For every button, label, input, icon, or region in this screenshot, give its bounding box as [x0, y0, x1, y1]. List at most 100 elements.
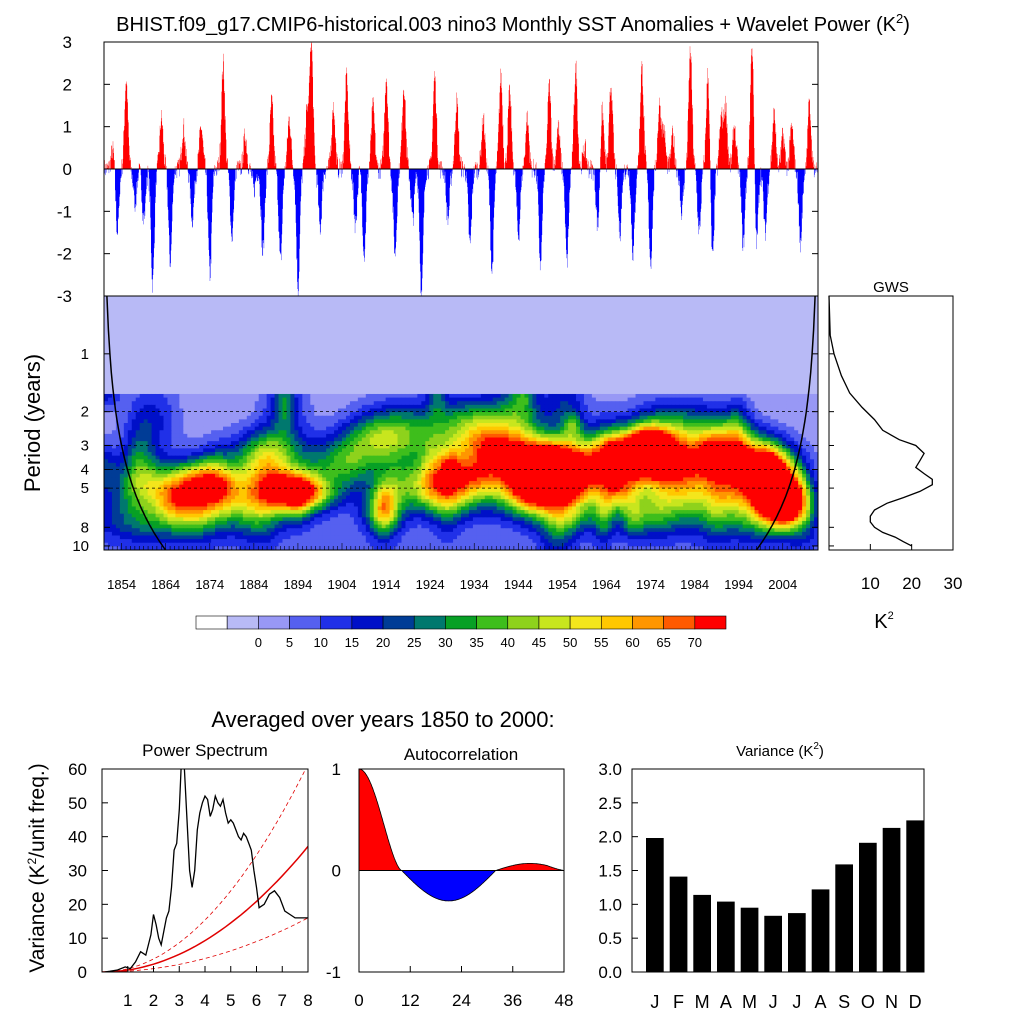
wavelet-cell — [572, 441, 577, 446]
wavelet-cell — [421, 441, 426, 446]
wavelet-cell — [393, 477, 398, 482]
wavelet-cell — [167, 401, 172, 406]
wavelet-cell — [163, 404, 168, 409]
wavelet-cell — [556, 397, 561, 402]
wavelet-cell — [786, 459, 791, 464]
wavelet-cell — [520, 477, 525, 482]
wavelet-cell — [516, 470, 521, 475]
wavelet-cell — [262, 459, 268, 464]
wavelet-cell — [627, 412, 632, 417]
wavelet-cell — [595, 401, 601, 406]
wavelet-cell — [338, 481, 343, 486]
wavelet-cell — [540, 415, 545, 420]
wavelet-cell — [643, 423, 648, 428]
wavelet-cell — [738, 444, 744, 449]
wavelet-cell — [762, 459, 767, 464]
wavelet-cell — [524, 437, 529, 442]
wavelet-cell — [762, 426, 767, 431]
wavelet-cell — [706, 452, 712, 457]
wavelet-cell — [453, 470, 458, 475]
wavelet-cell — [413, 441, 418, 446]
wavelet-cell — [683, 393, 688, 398]
wavelet-cell — [183, 477, 188, 482]
wavelet-cell — [127, 430, 133, 435]
wavelet-cell — [504, 423, 509, 428]
wavelet-cell — [706, 433, 712, 438]
wavelet-cell — [457, 397, 462, 402]
wavelet-cell — [389, 433, 394, 438]
wavelet-cell — [564, 426, 569, 431]
wavelet-cell — [230, 484, 236, 489]
wavelet-cell — [191, 462, 196, 467]
wavelet-cell — [433, 444, 438, 449]
wavelet-cell — [778, 437, 783, 442]
wavelet-cell — [254, 473, 260, 478]
wavelet-cell — [524, 433, 529, 438]
wavelet-cell — [266, 423, 271, 428]
wavelet-cell — [338, 462, 343, 467]
wavelet-cell — [322, 433, 327, 438]
wavelet-cell — [111, 408, 117, 413]
wavelet-cell — [508, 473, 513, 478]
wavelet-cell — [230, 455, 236, 460]
wavelet-cell — [611, 423, 617, 428]
wavelet-cell — [413, 477, 418, 482]
wavelet-cell — [211, 459, 216, 464]
wavelet-cell — [183, 455, 188, 460]
wavelet-cell — [774, 477, 779, 482]
wavelet-cell — [504, 452, 509, 457]
wavelet-cell — [496, 491, 502, 496]
wavelet-cell — [135, 484, 141, 489]
wavelet-cell — [135, 477, 141, 482]
wavelet-cell — [524, 473, 529, 478]
wavelet-cell — [774, 419, 779, 424]
wavelet-cell — [814, 481, 818, 486]
wavelet-cell — [461, 448, 466, 453]
wavelet-cell — [338, 477, 343, 482]
wavelet-cell — [266, 426, 271, 431]
wavelet-cell — [778, 423, 783, 428]
wavelet-cell — [635, 444, 640, 449]
wavelet-cell — [762, 397, 767, 402]
wavelet-cell — [457, 412, 462, 417]
wavelet-cell — [651, 426, 656, 431]
wavelet-cell — [365, 473, 371, 478]
wavelet-cell — [631, 452, 636, 457]
wavelet-cell — [564, 433, 569, 438]
wavelet-cell — [131, 433, 137, 438]
wavelet-cell — [568, 459, 573, 464]
wavelet-cell — [393, 423, 398, 428]
wavelet-cell — [647, 419, 652, 424]
wavelet-cell — [500, 470, 506, 475]
wavelet-cell — [199, 491, 204, 496]
wavelet-cell — [318, 488, 323, 493]
wavelet-cell — [246, 444, 252, 449]
wavelet-cell — [496, 481, 502, 486]
wavelet-cell — [357, 455, 363, 460]
wavelet-cell — [294, 419, 299, 424]
wavelet-cell — [611, 404, 617, 409]
wavelet-cell — [750, 477, 755, 482]
wavelet-cell — [587, 430, 593, 435]
wavelet-cell — [476, 444, 482, 449]
wavelet-cell — [659, 473, 664, 478]
wavelet-cell — [746, 462, 751, 467]
wavelet-cell — [667, 404, 672, 409]
wavelet-cell — [334, 404, 339, 409]
wavelet-cell — [338, 419, 343, 424]
wavelet-cell — [187, 433, 192, 438]
wavelet-cell — [397, 404, 402, 409]
wavelet-cell — [461, 433, 466, 438]
wavelet-cell — [250, 441, 256, 446]
wavelet-cell — [159, 393, 164, 398]
wavelet-cell — [476, 397, 482, 402]
wavelet-cell — [353, 437, 359, 442]
wavelet-cell — [758, 473, 763, 478]
wavelet-cell — [806, 430, 811, 435]
wavelet-cell — [207, 448, 212, 453]
wavelet-cell — [246, 481, 252, 486]
wavelet-cell — [294, 452, 299, 457]
wavelet-cell — [492, 401, 498, 406]
wavelet-cell — [778, 488, 783, 493]
wavelet-cell — [655, 419, 660, 424]
